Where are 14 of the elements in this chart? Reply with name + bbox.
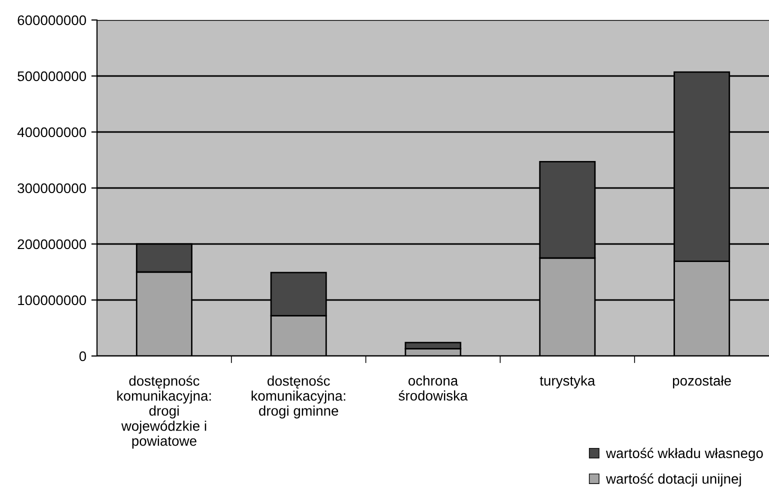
- x-tick-label: dostęnośc komunikacyjna: drogi gminne: [252, 375, 346, 418]
- y-tick-label: 600000000: [18, 15, 86, 26]
- x-tick-label: dostępnośc komunikacyjna: drogi wojewódzkie i powiatowe: [117, 375, 211, 449]
- x-tick-label: pozostałe: [672, 375, 731, 388]
- y-tick-label: 300000000: [18, 183, 86, 194]
- x-tick-label: ochrona środowiska: [398, 375, 468, 401]
- y-tick-label: 100000000: [18, 295, 86, 306]
- legend-label: wartość wkładu własnego: [606, 448, 763, 461]
- y-tick-label: 400000000: [17, 127, 86, 138]
- y-tick-label: 200000000: [18, 239, 86, 250]
- y-tick-label: 500000000: [18, 71, 86, 82]
- legend-label: wartość dotacji unijnej: [606, 473, 741, 487]
- x-tick-label: turystyka: [540, 375, 596, 388]
- y-tick-label: 0: [79, 351, 86, 362]
